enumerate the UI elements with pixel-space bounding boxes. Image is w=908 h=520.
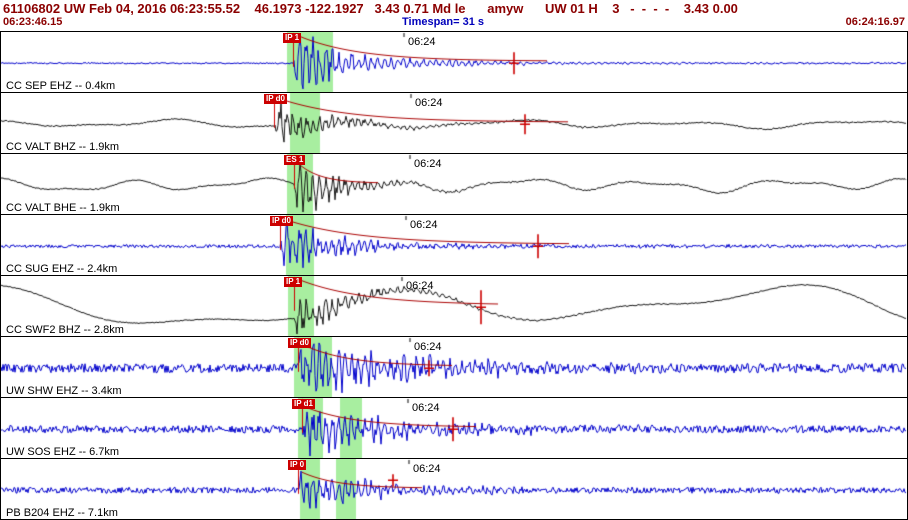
- phase-pick-flag[interactable]: IP d1: [292, 399, 315, 409]
- waveform-canvas[interactable]: [1, 459, 907, 519]
- trace-strip: IP d0 06:24 CC SUG EHZ -- 2.4km: [0, 214, 908, 276]
- trace-list: IP 1 06:24 CC SEP EHZ -- 0.4km IP d0 06:24 CC…: [0, 31, 908, 520]
- trace-strip: IP d0 06:24 UW SHW EHZ -- 3.4km: [0, 336, 908, 398]
- phase-pick-flag[interactable]: ES 1: [284, 155, 306, 165]
- waveform-canvas[interactable]: [1, 154, 907, 214]
- window-start-time: 06:23:46.15: [3, 16, 63, 28]
- station-label: CC SUG EHZ -- 2.4km: [6, 263, 118, 275]
- minute-mark-label: 06:24: [413, 463, 441, 475]
- minute-mark-label: 06:24: [415, 97, 443, 109]
- phase-pick-flag[interactable]: IP d0: [264, 94, 287, 104]
- trace-strip: IP d1 06:24 UW SOS EHZ -- 6.7km: [0, 397, 908, 459]
- phase-pick-flag[interactable]: IP 0: [288, 460, 307, 470]
- station-label: UW SOS EHZ -- 6.7km: [6, 446, 120, 458]
- time-window-bar: 06:23:46.15 Timespan= 31 s 06:24:16.97: [0, 16, 908, 30]
- station-label: CC SWF2 BHZ -- 2.8km: [6, 324, 124, 336]
- station-label: CC SEP EHZ -- 0.4km: [6, 80, 116, 92]
- station-label: PB B204 EHZ -- 7.1km: [6, 507, 118, 519]
- waveform-canvas[interactable]: [1, 337, 907, 397]
- waveform-canvas[interactable]: [1, 215, 907, 275]
- waveform-canvas[interactable]: [1, 276, 907, 336]
- trace-strip: IP 0 06:24 PB B204 EHZ -- 7.1km: [0, 458, 908, 520]
- minute-mark-label: 06:24: [410, 219, 438, 231]
- trace-strip: ES 1 06:24 CC VALT BHE -- 1.9km: [0, 153, 908, 215]
- window-end-time: 06:24:16.97: [845, 16, 905, 28]
- trace-strip: IP 1 06:24 CC SEP EHZ -- 0.4km: [0, 31, 908, 93]
- minute-mark-label: 06:24: [414, 341, 442, 353]
- minute-mark-label: 06:24: [408, 36, 436, 48]
- waveform-canvas[interactable]: [1, 93, 907, 153]
- phase-pick-flag[interactable]: IP 1: [283, 33, 302, 43]
- phase-pick-flag[interactable]: IP d0: [270, 216, 293, 226]
- station-label: CC VALT BHE -- 1.9km: [6, 202, 120, 214]
- timespan-label: Timespan= 31 s: [402, 16, 485, 28]
- minute-mark-label: 06:24: [406, 280, 434, 292]
- waveform-canvas[interactable]: [1, 32, 907, 92]
- waveform-canvas[interactable]: [1, 398, 907, 458]
- trace-strip: IP 1 06:24 CC SWF2 BHZ -- 2.8km: [0, 275, 908, 337]
- minute-mark-label: 06:24: [412, 402, 440, 414]
- station-label: CC VALT BHZ -- 1.9km: [6, 141, 120, 153]
- phase-pick-flag[interactable]: IP 1: [284, 277, 303, 287]
- event-header: 61106802 UW Feb 04, 2016 06:23:55.52 46.…: [0, 0, 908, 31]
- minute-mark-label: 06:24: [414, 158, 442, 170]
- event-summary: 61106802 UW Feb 04, 2016 06:23:55.52 46.…: [3, 1, 738, 16]
- trace-strip: IP d0 06:24 CC VALT BHZ -- 1.9km: [0, 92, 908, 154]
- station-label: UW SHW EHZ -- 3.4km: [6, 385, 122, 397]
- phase-pick-flag[interactable]: IP d0: [288, 338, 311, 348]
